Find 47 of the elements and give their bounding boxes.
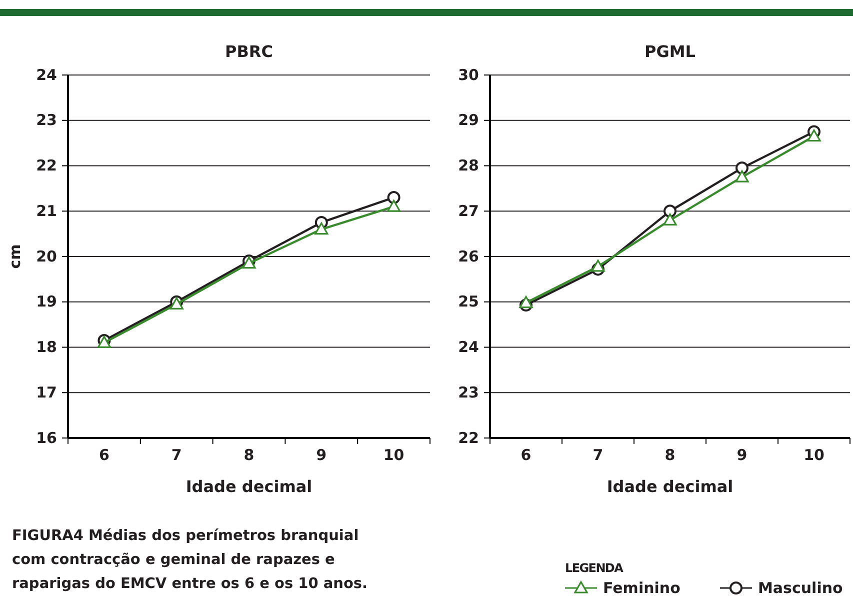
y-tick-label: 24 [458,338,479,356]
y-tick-label: 23 [36,111,57,130]
legend-title: LEGENDA [565,561,624,575]
point [736,162,748,175]
x-tick-label: 10 [804,446,824,464]
x-axis-title: Idade decimal [186,477,312,496]
point [807,129,821,142]
x-tick-label: 6 [98,446,110,464]
y-tick-label: 24 [36,66,57,84]
x-tick-label: 9 [316,446,327,464]
y-tick-label: 22 [458,428,479,447]
y-axis-title: cm [6,244,24,269]
x-tick-label: 10 [383,446,404,464]
x-axis-title: Idade decimal [606,477,734,496]
y-tick-label: 25 [458,292,479,311]
y-tick-label: 29 [458,111,479,130]
text: FIGURA4 Médias dos perímetros branquial com contracção e geminal de rapazes e raparigas do EMCV entre os 6 e os 10 anos. [12,528,368,592]
y-tick-label: 22 [36,156,57,175]
chart-title: PBRC [225,42,273,61]
point [387,191,400,204]
point [735,170,749,182]
point [519,296,533,308]
legend-label: Feminino [603,579,680,597]
y-tick-label: 21 [36,202,57,220]
x-tick-label: 9 [736,446,748,464]
x-tick-label: 6 [520,446,532,464]
x-tick-label: 7 [592,446,604,464]
x-tick-label: 7 [171,446,182,464]
legend-label: Masculino [758,579,843,597]
y-tick-label: 16 [36,428,57,447]
y-tick-label: 17 [36,383,57,402]
point [387,200,401,212]
y-tick-label: 26 [458,247,479,266]
y-tick-label: 19 [36,292,57,311]
point [664,204,676,218]
y-tick-label: 30 [458,66,479,84]
point [663,213,677,226]
x-tick-label: 8 [664,446,676,464]
point [591,260,605,272]
y-tick-label: 23 [458,383,479,402]
chart-title: PGML [644,42,696,61]
x-tick-label: 8 [244,446,254,464]
y-tick-label: 27 [458,202,479,220]
point [314,222,328,235]
y-tick-label: 20 [36,247,57,266]
y-tick-label: 28 [458,156,479,175]
y-tick-label: 18 [36,338,57,356]
